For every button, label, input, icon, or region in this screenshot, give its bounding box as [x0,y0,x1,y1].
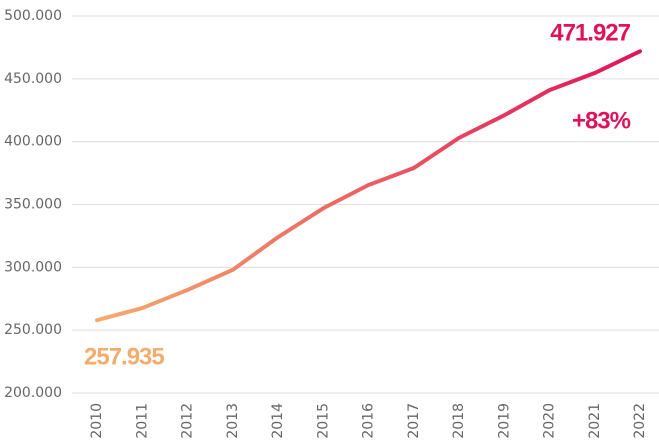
value-label: 257.935 [84,343,164,370]
x-tick-label: 2022 [632,403,648,439]
x-tick-label: 2011 [134,403,150,439]
x-tick-label: 2021 [587,403,603,439]
x-tick-label: 2016 [361,403,377,439]
y-tick-label: 400.000 [4,134,62,150]
x-tick-label: 2012 [180,403,196,439]
x-tick-label: 2010 [89,403,105,439]
x-tick-label: 2014 [270,403,286,439]
x-tick-label: 2017 [406,403,422,439]
x-tick-label: 2013 [225,403,241,439]
x-tick-label: 2015 [315,403,331,439]
y-tick-label: 450.000 [4,71,62,87]
annotation: +83% [572,107,631,134]
x-tick-label: 2018 [451,403,467,439]
x-tick-label: 2020 [542,403,558,439]
y-tick-label: 300.000 [4,259,62,275]
y-tick-label: 250.000 [4,322,62,338]
value-label: 471.927 [550,19,630,46]
line [95,49,642,323]
y-tick-label: 500.000 [4,8,62,24]
x-tick-label: 2019 [496,403,512,439]
y-tick-label: 350.000 [4,197,62,213]
y-tick-label: 200.000 [4,385,62,401]
